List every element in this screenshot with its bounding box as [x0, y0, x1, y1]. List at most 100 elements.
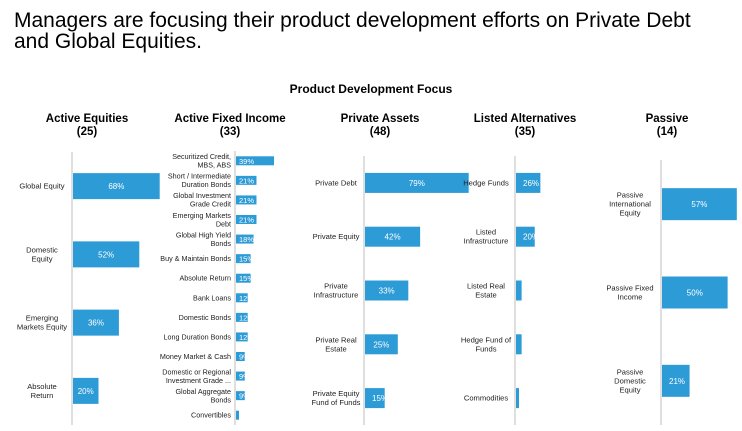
bar — [236, 175, 257, 185]
category-label: Emerging Markets — [173, 211, 232, 220]
bar-value-label: 42% — [385, 233, 401, 242]
bar — [236, 332, 248, 342]
bar-value-label: 15% — [372, 394, 388, 403]
bar-value-label: 3% — [523, 394, 535, 403]
panel-title: Active Equities — [46, 113, 128, 125]
panel-count: (35) — [515, 126, 536, 138]
category-label: Funds — [475, 344, 496, 353]
bar-value-label: 18% — [239, 235, 254, 244]
category-label: Income — [618, 293, 643, 302]
bar — [236, 195, 257, 205]
bar-value-label: 20% — [523, 233, 539, 242]
category-label: Passive — [617, 191, 644, 200]
bar — [236, 293, 248, 303]
panel-title: Listed Alternatives — [474, 113, 576, 125]
bar — [662, 188, 737, 221]
bar — [236, 391, 245, 401]
bar-value-label: 15% — [239, 274, 254, 283]
category-label: Long Duration Bonds — [163, 332, 231, 341]
bar — [236, 273, 251, 283]
category-label: International — [609, 200, 651, 209]
bar — [516, 172, 541, 193]
category-label: Equity — [31, 254, 52, 263]
category-label: Hedge Fund of — [461, 335, 512, 344]
bar — [236, 254, 251, 264]
category-label: Hedge Funds — [463, 178, 509, 187]
category-label: Convertibles — [191, 411, 231, 420]
bar — [73, 377, 99, 404]
category-label: Emerging — [26, 314, 59, 323]
bar-value-label: 26% — [523, 179, 539, 188]
category-label: Commodities — [464, 394, 509, 403]
headline-line-2: and Global Equities. — [14, 30, 202, 53]
bar-value-label: 21% — [239, 196, 254, 205]
category-label: Absolute — [27, 382, 57, 391]
category-label: Grade Credit — [190, 200, 231, 209]
category-label: Private Equity — [313, 389, 360, 398]
bar-value-label: 21% — [239, 216, 254, 225]
bar-value-label: 79% — [409, 179, 425, 188]
bar — [236, 215, 257, 224]
bar-value-label: 9% — [239, 392, 250, 401]
bar — [516, 334, 522, 355]
category-label: Estate — [475, 291, 497, 300]
bar — [365, 388, 385, 409]
category-label: Markets Equity — [17, 323, 67, 332]
panel-title: Active Fixed Income — [174, 113, 285, 125]
category-label: Securitized Credit, — [172, 152, 231, 161]
panel-title: Private Assets — [341, 113, 420, 125]
bar-value-label: 3% — [239, 411, 250, 420]
bar-value-label: 12% — [239, 333, 254, 342]
category-label: Bonds — [211, 239, 232, 248]
bar — [365, 226, 421, 247]
bar — [365, 334, 398, 355]
category-label: Equity — [619, 385, 640, 394]
page-headline: Managers are focusing their product deve… — [14, 10, 734, 52]
category-label: Buy & Maintain Bonds — [160, 254, 231, 263]
chart-title: Product Development Focus — [289, 82, 453, 96]
category-label: Equity — [619, 209, 640, 218]
bar-value-label: 25% — [373, 340, 389, 349]
category-label: Private — [324, 282, 348, 291]
category-label: Private Equity — [313, 232, 360, 241]
category-label: MBS, ABS — [197, 161, 231, 170]
category-label: Listed Real — [467, 282, 505, 291]
category-label: Infrastructure — [464, 237, 509, 246]
bar-value-label: 21% — [669, 377, 685, 386]
category-label: Investment Grade ... — [166, 376, 231, 385]
bar-value-label: 52% — [98, 250, 114, 259]
category-label: Global Equity — [19, 182, 64, 191]
bar — [516, 280, 522, 301]
bar-value-label: 36% — [88, 319, 104, 328]
category-label: Duration Bonds — [181, 180, 231, 189]
bar-value-label: 33% — [379, 287, 395, 296]
bar-value-label: 39% — [239, 157, 254, 166]
bar-value-label: 9% — [239, 353, 250, 362]
panel-count: (33) — [220, 126, 241, 138]
category-label: Private Real — [315, 335, 357, 344]
bar — [236, 312, 248, 322]
bar — [236, 410, 239, 420]
bar-value-label: 15% — [239, 255, 254, 264]
bar-value-label: 20% — [78, 387, 94, 396]
category-label: Private Debt — [315, 178, 358, 187]
category-label: Bonds — [211, 395, 232, 404]
bar — [516, 226, 535, 247]
bar-value-label: 57% — [691, 200, 707, 209]
bar — [365, 280, 409, 301]
category-label: Domestic or Regional — [162, 367, 231, 376]
category-label: Domestic — [614, 376, 646, 385]
category-label: Fund of Funds — [312, 398, 361, 407]
panel-count: (48) — [370, 126, 391, 138]
bar — [516, 388, 519, 409]
bar — [73, 309, 119, 336]
category-label: Global Investment — [173, 191, 231, 200]
bar — [365, 172, 469, 193]
bar-value-label: 9% — [239, 372, 250, 381]
bar-value-label: 6% — [523, 340, 535, 349]
bar — [236, 234, 254, 244]
category-label: Bank Loans — [193, 293, 231, 302]
category-label: Debt — [216, 219, 231, 228]
category-label: Infrastructure — [314, 291, 359, 300]
